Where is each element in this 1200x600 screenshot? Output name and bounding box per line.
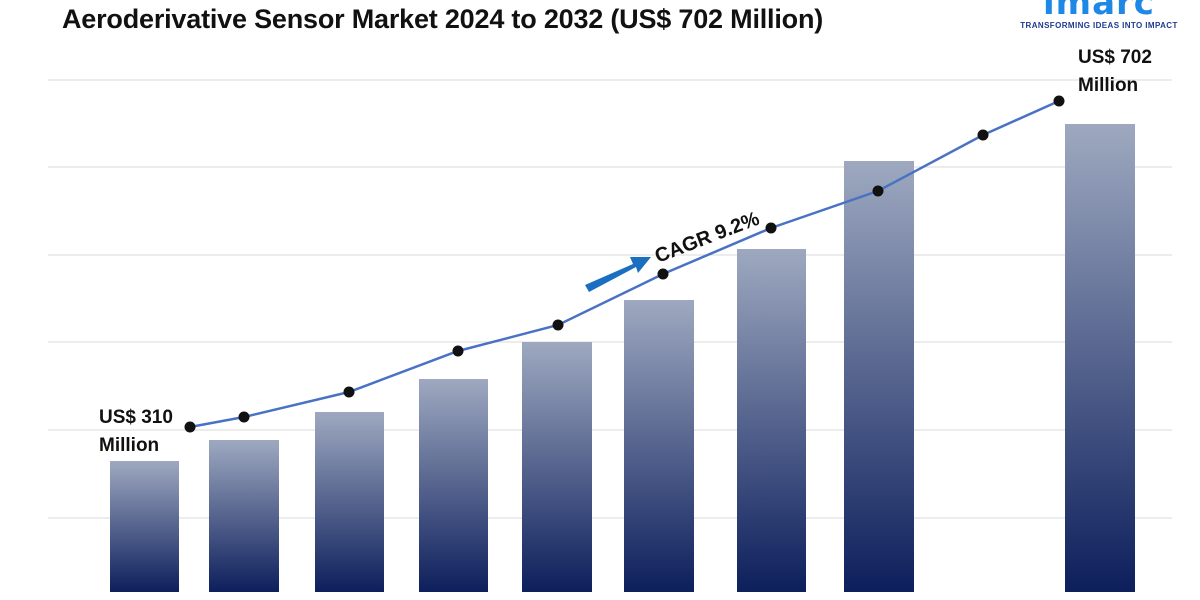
bar-2024: [110, 461, 179, 592]
trend-marker-4: [452, 345, 464, 357]
bar-2027: [419, 379, 488, 592]
bar-2032: [1065, 124, 1135, 592]
logo-wordmark: imarc: [1043, 0, 1155, 23]
trend-marker-6: [657, 268, 669, 280]
bar-series: [110, 124, 1135, 592]
trend-marker-2: [238, 411, 250, 423]
end-value-label-line2: Million: [1078, 75, 1138, 96]
bar-2028: [522, 342, 592, 592]
trend-marker-5: [552, 319, 564, 331]
trend-line-series: [184, 95, 1065, 433]
bar-2025: [209, 440, 279, 592]
bar-2029: [624, 300, 694, 592]
bar-2031: [844, 161, 914, 592]
start-value-label-line2: Million: [99, 435, 159, 456]
start-value-label-line1: US$ 310: [99, 407, 173, 428]
chart-title: Aeroderivative Sensor Market 2024 to 203…: [62, 4, 824, 34]
trend-marker-9: [977, 129, 989, 141]
bar-2026: [315, 412, 384, 592]
end-value-label-line1: US$ 702: [1078, 47, 1152, 68]
trend-line: [189, 99, 1060, 429]
imarc-logo: imarc TRANSFORMING IDEAS INTO IMPACT: [1014, 0, 1184, 30]
trend-marker-1: [184, 421, 196, 433]
bar-2030: [737, 249, 806, 592]
logo-tagline: TRANSFORMING IDEAS INTO IMPACT: [1020, 21, 1178, 30]
trend-marker-8: [872, 185, 884, 197]
trend-marker-3: [343, 386, 355, 398]
arrow-shape: [585, 257, 651, 292]
trend-marker-10: [1053, 95, 1065, 107]
trend-marker-7: [765, 222, 777, 234]
cagr-arrow-icon: [585, 257, 651, 292]
